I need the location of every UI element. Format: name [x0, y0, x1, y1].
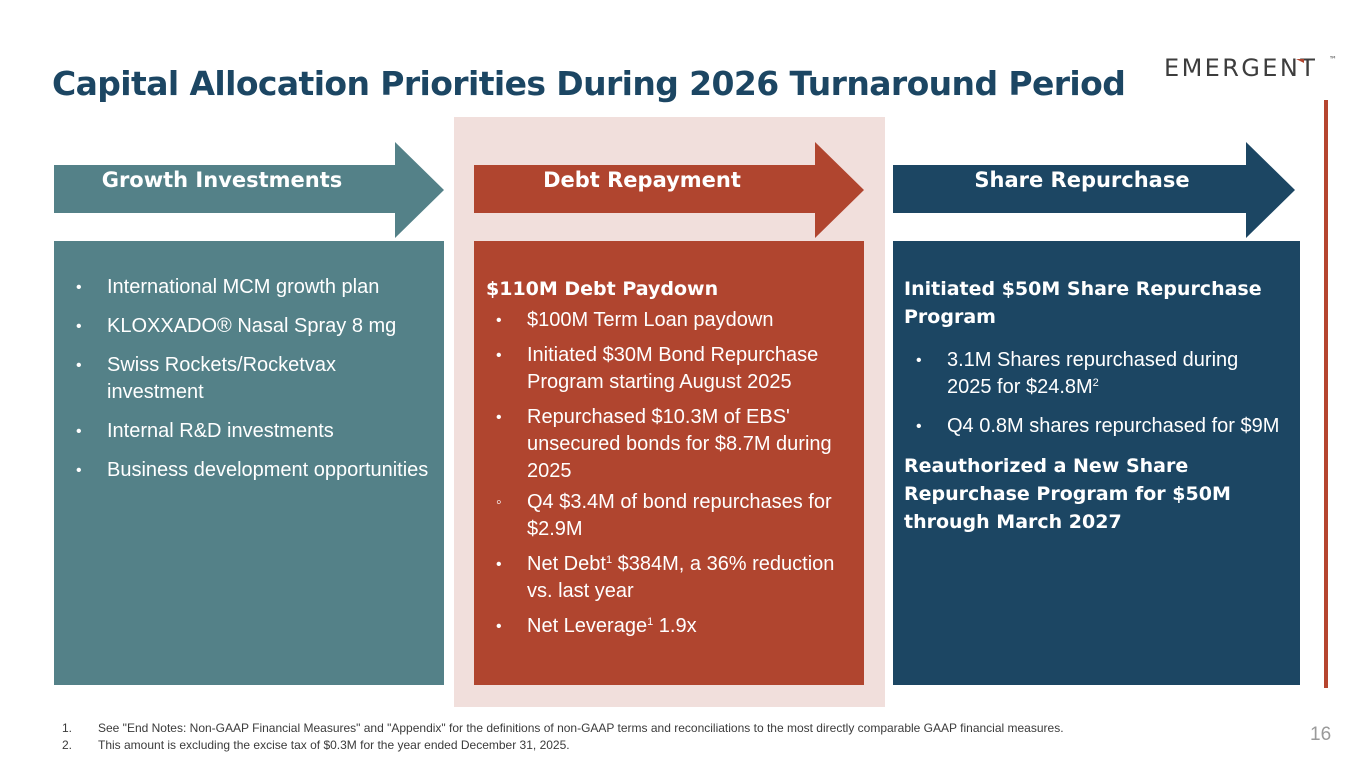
footnote-text: See "End Notes: Non-GAAP Financial Measu… [98, 721, 1064, 735]
footnote-text: This amount is excluding the excise tax … [98, 738, 570, 752]
svg-text:EMERGENT: EMERGENT [1164, 54, 1317, 82]
list-item: Internal R&D investments [72, 418, 432, 445]
list-item: Net Debt1 $384M, a 36% reduction vs. las… [486, 551, 852, 605]
footnote-1: 1. See "End Notes: Non-GAAP Financial Me… [62, 720, 1064, 737]
list-item: Swiss Rockets/Rocketvax investment [72, 352, 432, 406]
footnote-2: 2. This amount is excluding the excise t… [62, 737, 1064, 754]
debt-repayment-arrow: Debt Repayment [474, 142, 864, 238]
share-repurchase-label: Share Repurchase [974, 168, 1190, 192]
sub-list-item: Q4 $3.4M of bond repurchases for $2.9M [486, 489, 852, 543]
footnote-ref: 1 [647, 616, 654, 628]
footnote-number: 1. [62, 721, 73, 735]
net-leverage-value: 1.9x [653, 615, 697, 637]
footnote-ref: 2 [1092, 377, 1099, 389]
list-item: Business development opportunities [72, 457, 432, 484]
share-repurchase-arrow: Share Repurchase [893, 142, 1295, 238]
debt-repayment-panel: $110M Debt Paydown $100M Term Loan paydo… [474, 241, 864, 685]
net-debt-text: Net Debt [527, 553, 606, 575]
page-title: Capital Allocation Priorities During 202… [52, 64, 1126, 103]
list-item: $100M Term Loan paydown [486, 307, 852, 334]
share-list: 3.1M Shares repurchased during 2025 for … [904, 347, 1288, 440]
net-debt-value: $384M, a 36% reduction vs. last year [527, 553, 835, 602]
list-item: Initiated $30M Bond Repurchase Program s… [486, 342, 852, 396]
footnotes: 1. See "End Notes: Non-GAAP Financial Me… [62, 720, 1064, 754]
share-repurchase-panel: Initiated $50M Share Repurchase Program … [893, 241, 1300, 685]
list-item: Net Leverage1 1.9x [486, 613, 852, 640]
footnote-number: 2. [62, 738, 73, 752]
shares-repurchased-text: 3.1M Shares repurchased during 2025 for … [947, 349, 1239, 398]
growth-list: International MCM growth plan KLOXXADO® … [72, 274, 432, 484]
list-item: International MCM growth plan [72, 274, 432, 301]
growth-investments-label: Growth Investments [101, 168, 343, 192]
debt-heading: $110M Debt Paydown [486, 278, 719, 300]
share-heading-initiated: Initiated $50M Share Repurchase Program [904, 278, 1262, 328]
footnote-ref: 1 [605, 554, 613, 566]
emergent-logo: EMERGENT ™ [1164, 54, 1337, 82]
list-item: 3.1M Shares repurchased during 2025 for … [904, 347, 1288, 401]
list-item: KLOXXADO® Nasal Spray 8 mg [72, 313, 432, 340]
svg-text:™: ™ [1329, 55, 1337, 64]
list-item: Q4 0.8M shares repurchased for $9M [904, 413, 1288, 440]
page-number: 16 [1310, 724, 1332, 745]
list-item: Repurchased $10.3M of EBS' unsecured bon… [486, 404, 852, 485]
debt-list: $100M Term Loan paydown Initiated $30M B… [486, 307, 852, 640]
debt-repayment-label: Debt Repayment [543, 168, 741, 192]
net-leverage-text: Net Leverage [527, 615, 648, 637]
accent-divider-line [1324, 100, 1328, 688]
growth-investments-panel: International MCM growth plan KLOXXADO® … [54, 241, 444, 685]
share-heading-reauthorized: Reauthorized a New Share Repurchase Prog… [904, 455, 1231, 533]
growth-investments-arrow: Growth Investments [54, 142, 444, 238]
